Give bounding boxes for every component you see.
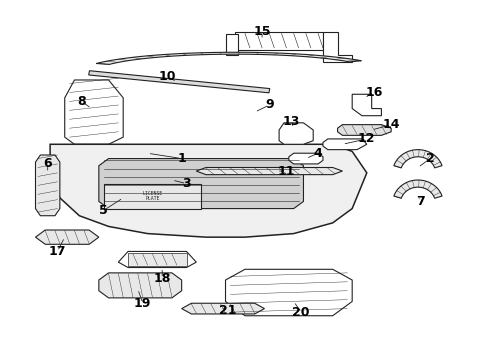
Polygon shape [182,303,265,314]
Polygon shape [323,139,367,150]
Text: 2: 2 [426,152,435,165]
Text: 20: 20 [292,306,310,319]
Polygon shape [323,32,352,62]
Text: 14: 14 [382,118,400,131]
Text: 18: 18 [153,272,171,285]
FancyArrow shape [89,71,270,93]
FancyBboxPatch shape [128,253,187,266]
Text: 7: 7 [416,195,425,208]
Polygon shape [225,269,352,316]
Text: LICENSE
PLATE: LICENSE PLATE [143,191,163,202]
FancyBboxPatch shape [235,32,323,50]
Polygon shape [338,125,391,135]
Text: 13: 13 [283,114,300,127]
Polygon shape [279,123,313,144]
Text: 3: 3 [182,177,191,190]
Text: 16: 16 [366,86,383,99]
Polygon shape [289,153,323,164]
FancyBboxPatch shape [225,33,238,55]
Polygon shape [97,52,362,64]
Polygon shape [99,273,182,298]
Polygon shape [99,158,303,208]
Polygon shape [394,150,442,168]
Text: 17: 17 [49,245,66,258]
Text: 4: 4 [314,147,322,160]
Text: 12: 12 [358,132,375,145]
Polygon shape [394,180,442,198]
Text: 1: 1 [177,152,186,165]
Text: 5: 5 [99,204,108,217]
Polygon shape [50,144,367,237]
FancyBboxPatch shape [104,184,201,208]
Polygon shape [65,80,123,144]
Polygon shape [35,155,60,216]
Text: 21: 21 [219,304,237,317]
Text: 6: 6 [43,157,52,170]
Text: 19: 19 [134,297,151,310]
Text: 9: 9 [265,99,274,112]
Polygon shape [196,167,343,175]
Polygon shape [35,230,99,244]
Polygon shape [118,251,196,267]
Text: 11: 11 [278,165,295,177]
Text: 15: 15 [253,25,271,38]
Text: 8: 8 [77,95,86,108]
Polygon shape [352,94,381,116]
Text: 10: 10 [158,70,176,83]
